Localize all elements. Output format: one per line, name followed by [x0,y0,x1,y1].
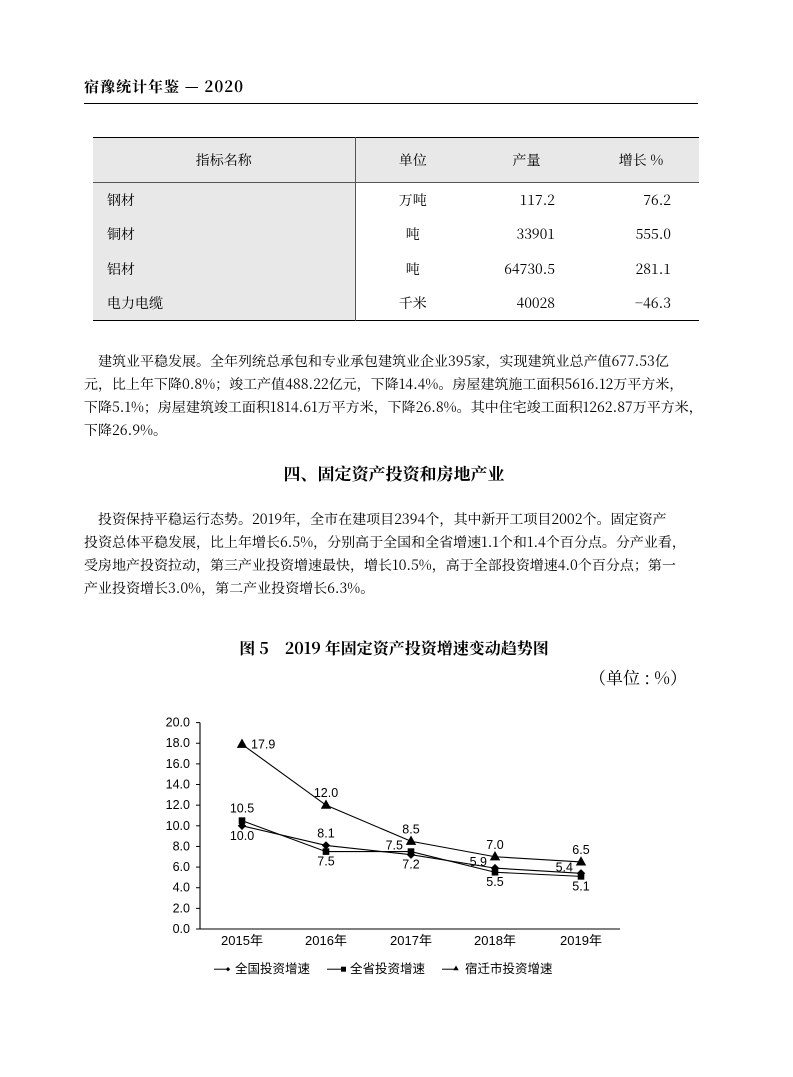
svg-text:20.0: 20.0 [166,716,190,730]
svg-text:10.0: 10.0 [230,829,254,843]
svg-text:全国投资增速: 全国投资增速 [235,961,311,976]
svg-text:8.0: 8.0 [173,839,190,853]
svg-text:17.9: 17.9 [251,737,275,751]
svg-text:18.0: 18.0 [166,736,190,750]
svg-text:5.5: 5.5 [486,875,503,889]
svg-text:2.0: 2.0 [173,901,190,915]
svg-text:0.0: 0.0 [173,922,190,936]
svg-text:5.9: 5.9 [470,855,487,869]
svg-text:4.0: 4.0 [173,881,190,895]
svg-text:宿迁市投资增速: 宿迁市投资增速 [465,961,553,976]
svg-text:2016年: 2016年 [305,933,347,948]
svg-text:2017年: 2017年 [390,933,432,948]
svg-text:10.0: 10.0 [166,819,190,833]
svg-text:12.0: 12.0 [314,786,338,800]
svg-text:全省投资增速: 全省投资增速 [350,961,426,976]
svg-text:6.5: 6.5 [572,843,589,857]
svg-text:10.5: 10.5 [230,802,254,816]
svg-text:7.5: 7.5 [386,839,403,853]
svg-text:8.5: 8.5 [402,822,419,836]
svg-text:7.0: 7.0 [486,838,503,852]
svg-text:7.5: 7.5 [317,855,334,869]
svg-text:12.0: 12.0 [166,798,190,812]
svg-text:2018年: 2018年 [474,933,516,948]
svg-text:8.1: 8.1 [317,826,334,840]
svg-text:2015年: 2015年 [221,933,263,948]
svg-text:16.0: 16.0 [166,757,190,771]
svg-text:7.2: 7.2 [402,858,419,872]
svg-text:5.1: 5.1 [572,879,589,893]
svg-text:14.0: 14.0 [166,778,190,792]
svg-text:2019年: 2019年 [560,933,602,948]
svg-text:5.4: 5.4 [556,860,573,874]
svg-text:6.0: 6.0 [173,860,190,874]
